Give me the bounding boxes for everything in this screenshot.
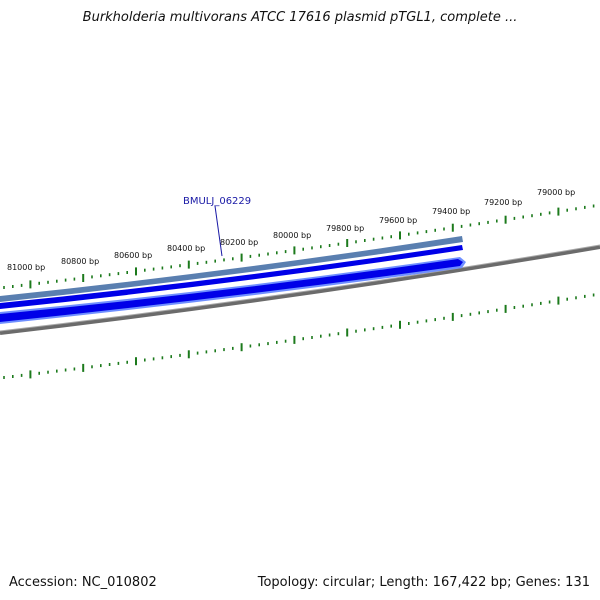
- ruler-label: 79600 bp: [379, 216, 417, 225]
- gene-feature-bmulj-06229[interactable]: [0, 236, 463, 302]
- plasmid-backbone: [0, 245, 600, 335]
- upper-tick-track: [3, 204, 595, 289]
- feature-band-inner[interactable]: [0, 259, 463, 322]
- gene-label-leader: [214, 205, 223, 257]
- plasmid-backbone-highlight: [0, 244, 600, 332]
- summary-text: Topology: circular; Length: 167,422 bp; …: [257, 575, 590, 590]
- ruler-label: 81000 bp: [7, 263, 45, 272]
- ruler-label: 79000 bp: [537, 188, 575, 197]
- ruler-label: 80400 bp: [167, 244, 205, 253]
- ruler-label: 80600 bp: [114, 251, 152, 260]
- gene-feature-bmulj-06229-strand[interactable]: [0, 245, 463, 309]
- ruler-label: 80000 bp: [273, 231, 311, 240]
- ruler-label: 79200 bp: [484, 198, 522, 207]
- map-title: Burkholderia multivorans ATCC 17616 plas…: [82, 10, 518, 25]
- ruler-label: 79800 bp: [326, 224, 364, 233]
- gene-label[interactable]: BMULJ_06229: [183, 196, 251, 207]
- ruler-label: 80200 bp: [220, 238, 258, 247]
- lower-tick-track: [3, 293, 595, 379]
- accession-text: Accession: NC_010802: [9, 575, 157, 590]
- ruler-label: 80800 bp: [61, 257, 99, 266]
- ruler-label: 79400 bp: [432, 207, 470, 216]
- ruler-labels: 81000 bp 80800 bp 80600 bp 80400 bp 8020…: [7, 188, 575, 272]
